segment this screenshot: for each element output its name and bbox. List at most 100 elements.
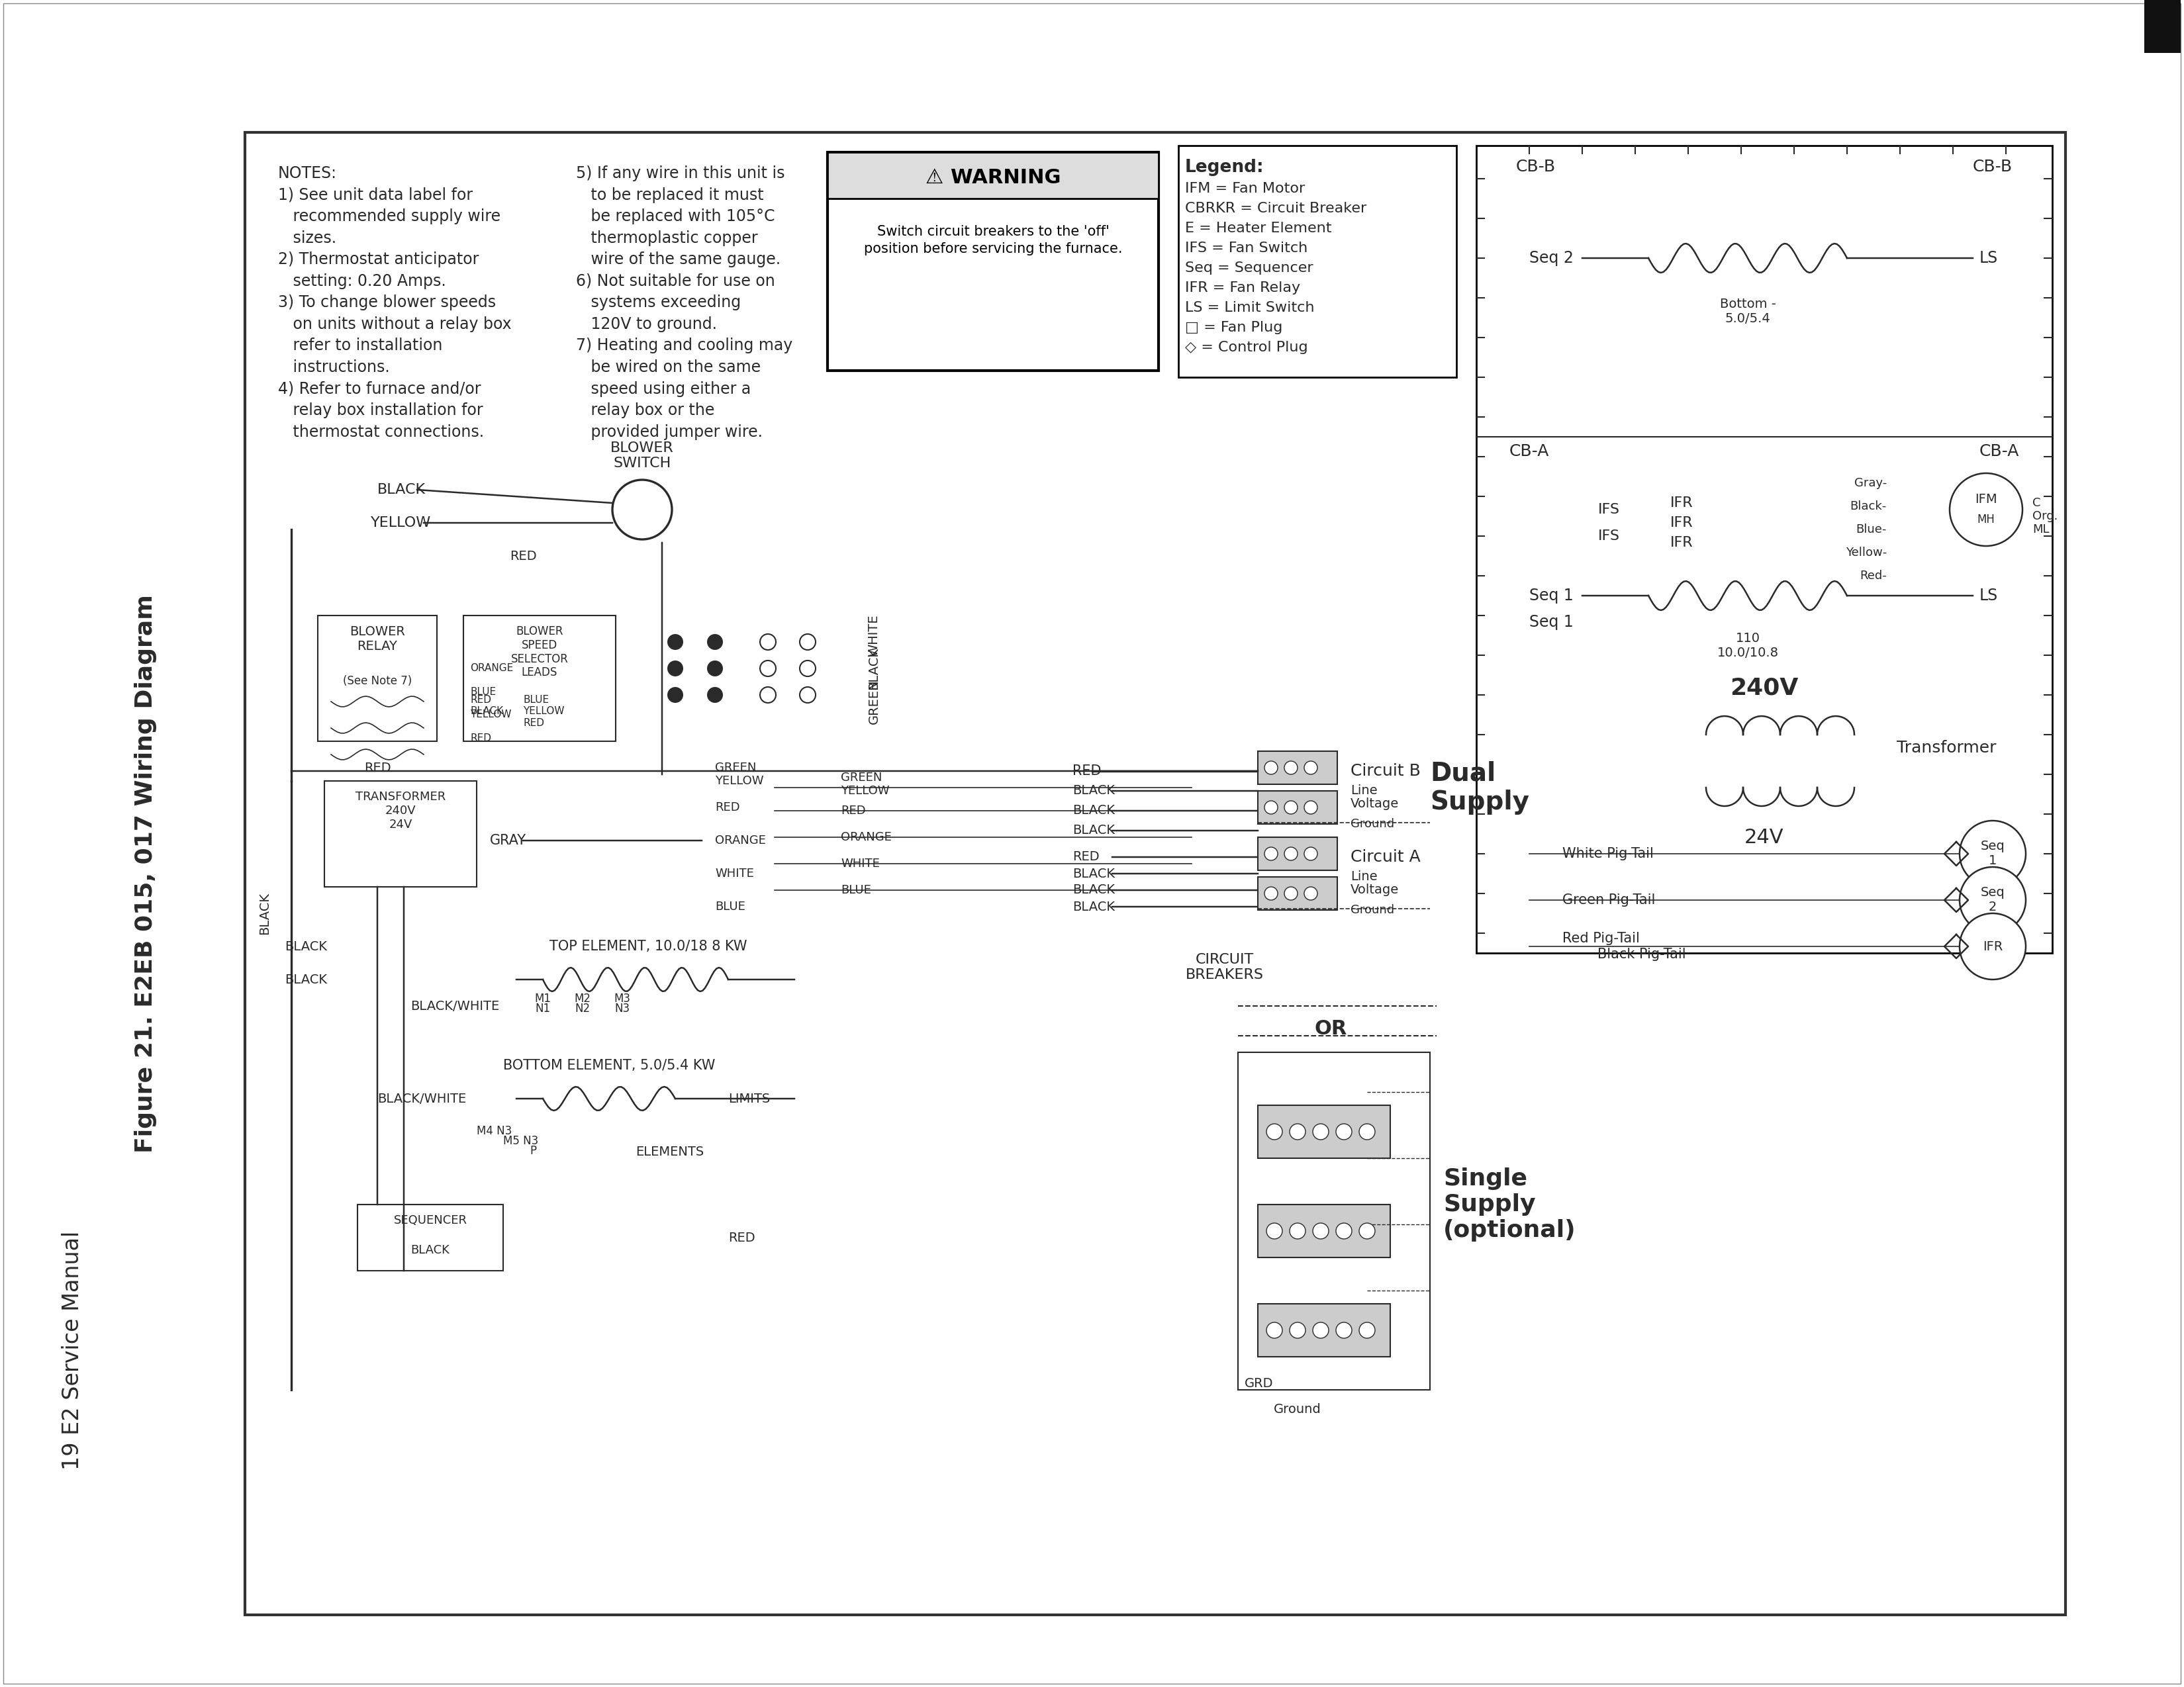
Text: ML: ML (2033, 523, 2049, 535)
Circle shape (668, 687, 684, 703)
Circle shape (1313, 1323, 1328, 1338)
Text: Circuit A: Circuit A (1350, 849, 1420, 865)
Text: Line: Line (1350, 784, 1378, 798)
Text: RED
BLACK: RED BLACK (470, 695, 502, 717)
Text: TOP ELEMENT, 10.0/18 8 KW: TOP ELEMENT, 10.0/18 8 KW (550, 940, 747, 953)
Circle shape (1337, 1223, 1352, 1238)
Text: YELLOW: YELLOW (470, 710, 511, 720)
Text: RED: RED (714, 801, 740, 813)
Circle shape (1284, 887, 1297, 901)
Text: BOTTOM ELEMENT, 5.0/5.4 KW: BOTTOM ELEMENT, 5.0/5.4 KW (502, 1059, 714, 1073)
Text: Black-: Black- (1850, 501, 1887, 513)
Circle shape (1284, 801, 1297, 815)
Text: BLACK: BLACK (1072, 901, 1114, 913)
Text: Single
Supply
(optional): Single Supply (optional) (1444, 1167, 1577, 1242)
Text: BLACK: BLACK (284, 940, 328, 953)
Text: ⚠ WARNING: ⚠ WARNING (926, 167, 1061, 187)
Text: BLACK: BLACK (867, 648, 880, 690)
Bar (325, 781, 476, 887)
Text: WHITE: WHITE (714, 867, 753, 879)
Text: BLACK: BLACK (1072, 784, 1114, 798)
Bar (1258, 1205, 1391, 1257)
Bar (1258, 751, 1337, 784)
Text: IFR: IFR (1983, 940, 2003, 953)
Bar (463, 616, 616, 741)
Text: M1: M1 (535, 992, 550, 1005)
Circle shape (1284, 761, 1297, 774)
Text: BLACK: BLACK (258, 892, 271, 935)
Text: IFR: IFR (1671, 496, 1693, 509)
Text: RED: RED (509, 550, 537, 562)
Text: BLACK: BLACK (1072, 825, 1114, 837)
Text: RED: RED (1072, 764, 1101, 778)
Text: CB-A: CB-A (1979, 444, 2020, 459)
Circle shape (1304, 761, 1317, 774)
Circle shape (1304, 887, 1317, 901)
Circle shape (799, 661, 815, 676)
Text: BLOWER
SPEED
SELECTOR
LEADS: BLOWER SPEED SELECTOR LEADS (511, 626, 568, 678)
Circle shape (1265, 801, 1278, 815)
Text: Seq 1: Seq 1 (1529, 587, 1572, 604)
Circle shape (760, 687, 775, 703)
Text: RED: RED (365, 761, 391, 774)
Text: YELLOW: YELLOW (371, 516, 430, 530)
Circle shape (1289, 1323, 1306, 1338)
Text: RED: RED (1072, 850, 1099, 864)
Text: Circuit B: Circuit B (1350, 763, 1420, 779)
Text: Legend:: Legend: (1186, 159, 1265, 175)
Bar (1179, 145, 1457, 378)
Circle shape (1267, 1323, 1282, 1338)
Text: CB-B: CB-B (1516, 159, 1555, 175)
Text: Yellow-: Yellow- (1845, 547, 1887, 558)
Circle shape (708, 661, 723, 676)
Bar (2145, 0, 2180, 52)
Text: IFM: IFM (1974, 493, 1996, 506)
Text: WHITE: WHITE (841, 857, 880, 869)
Circle shape (1959, 867, 2027, 933)
Circle shape (1358, 1124, 1376, 1140)
Text: N1: N1 (535, 1002, 550, 1014)
Text: Ground: Ground (1350, 818, 1393, 830)
Text: BLOWER
RELAY: BLOWER RELAY (349, 626, 404, 653)
Circle shape (799, 634, 815, 649)
Bar (1258, 1304, 1391, 1356)
Text: CB-A: CB-A (1509, 444, 1548, 459)
Text: BLACK: BLACK (284, 973, 328, 985)
Text: ORANGE: ORANGE (470, 663, 513, 673)
Text: 24V: 24V (1745, 828, 1784, 847)
Circle shape (1313, 1223, 1328, 1238)
Text: Ground: Ground (1350, 904, 1393, 916)
Text: LS = Limit Switch: LS = Limit Switch (1186, 302, 1315, 314)
Text: BLACK: BLACK (1072, 867, 1114, 881)
Text: P: P (529, 1145, 537, 1157)
Circle shape (1313, 1124, 1328, 1140)
Text: (See Note 7): (See Note 7) (343, 675, 413, 687)
Circle shape (708, 634, 723, 649)
Bar (1476, 145, 2053, 953)
Text: White Pig-Tail: White Pig-Tail (1562, 847, 1653, 860)
Text: RED: RED (470, 732, 491, 742)
Text: Voltage: Voltage (1350, 798, 1400, 810)
Text: IFS: IFS (1599, 530, 1621, 543)
Text: N2: N2 (574, 1002, 590, 1014)
Circle shape (1289, 1223, 1306, 1238)
Circle shape (760, 661, 775, 676)
Text: CIRCUIT
BREAKERS: CIRCUIT BREAKERS (1186, 953, 1265, 982)
Text: Ground: Ground (1273, 1404, 1321, 1415)
Circle shape (1265, 761, 1278, 774)
Text: Gray-: Gray- (1854, 477, 1887, 489)
Text: BLUE: BLUE (714, 901, 745, 913)
Text: Seq 2: Seq 2 (1529, 250, 1572, 267)
Text: 240V: 240V (1730, 676, 1797, 700)
Text: IFS = Fan Switch: IFS = Fan Switch (1186, 241, 1308, 255)
Circle shape (668, 634, 684, 649)
Text: IFR = Fan Relay: IFR = Fan Relay (1186, 282, 1299, 295)
Text: BLUE: BLUE (470, 687, 496, 697)
Text: ELEMENTS: ELEMENTS (636, 1145, 703, 1157)
Circle shape (1358, 1223, 1376, 1238)
Circle shape (708, 687, 723, 703)
Text: M3: M3 (614, 992, 631, 1005)
Text: BLUE: BLUE (841, 884, 871, 896)
Text: IFR: IFR (1671, 516, 1693, 530)
Text: IFM = Fan Motor: IFM = Fan Motor (1186, 182, 1306, 196)
